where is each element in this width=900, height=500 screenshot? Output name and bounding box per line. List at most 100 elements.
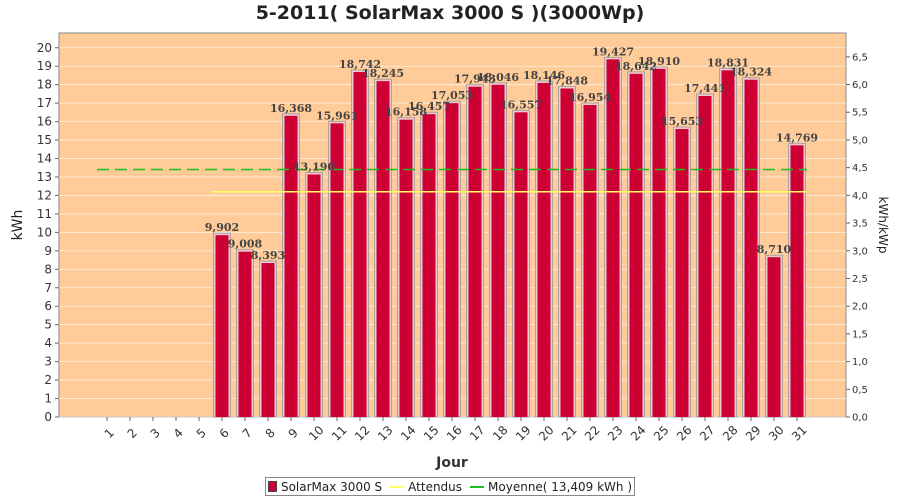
- y-tick-label: 0: [44, 410, 52, 424]
- y2-tick-label: 5,5: [852, 108, 868, 119]
- chart-title: 5-2011( SolarMax 3000 S )(3000Wp): [255, 2, 645, 24]
- bar: [698, 96, 712, 418]
- data-label: 18,324: [730, 66, 772, 79]
- x-tick-label: 18: [490, 423, 511, 444]
- x-tick-label: 14: [398, 423, 419, 444]
- x-tick-label: 6: [217, 426, 232, 441]
- data-label: 18,642: [615, 60, 657, 73]
- x-tick-label: 3: [148, 426, 163, 441]
- data-label: 8,393: [251, 249, 285, 262]
- x-tick-label: 23: [605, 423, 626, 444]
- y2-axis-label: kWh/kWp: [876, 197, 890, 254]
- y-axis-label: kWh: [10, 210, 26, 241]
- x-tick-label: 31: [789, 423, 810, 444]
- y2-tick-label: 1,0: [852, 357, 868, 368]
- bar: [790, 145, 804, 417]
- bar: [238, 251, 252, 417]
- data-label: 8,710: [757, 243, 792, 256]
- data-label: 9,008: [228, 238, 263, 251]
- data-label: 18,046: [477, 71, 519, 84]
- bar: [583, 105, 597, 417]
- x-tick-label: 29: [743, 423, 764, 444]
- y-tick-label: 9: [44, 244, 52, 258]
- y-tick-label: 3: [44, 355, 52, 369]
- y-tick-label: 17: [37, 96, 52, 110]
- bar: [514, 112, 528, 417]
- x-tick-label: 13: [375, 423, 396, 444]
- data-label: 18,910: [638, 55, 680, 68]
- bar: [376, 81, 390, 418]
- x-tick-label: 27: [697, 423, 718, 444]
- data-label: 16,557: [500, 98, 542, 111]
- y-tick-label: 13: [37, 170, 52, 184]
- legend-item-expected: Attendus: [390, 480, 462, 494]
- data-label: 15,653: [661, 115, 703, 128]
- data-label: 17,943: [454, 73, 496, 86]
- data-label: 17,848: [546, 74, 588, 87]
- x-tick-label: 2: [125, 426, 140, 441]
- x-tick-label: 30: [766, 423, 787, 444]
- data-label: 16,457: [408, 100, 450, 113]
- bar: [560, 88, 574, 417]
- y2-tick-label: 2,5: [852, 274, 868, 285]
- y2-tick-label: 6,0: [852, 80, 868, 91]
- y-tick-label: 8: [44, 262, 52, 276]
- y-tick-label: 1: [44, 392, 52, 406]
- x-tick-label: 26: [674, 423, 695, 444]
- x-tick-label: 12: [352, 423, 373, 444]
- x-tick-label: 8: [263, 426, 278, 441]
- y-tick-label: 2: [44, 373, 52, 387]
- y2-tick-label: 3,0: [852, 246, 868, 257]
- bar: [629, 73, 643, 417]
- y-tick-label: 14: [37, 152, 52, 166]
- x-tick-label: 11: [329, 423, 350, 444]
- data-label: 19,427: [592, 45, 634, 58]
- legend-item-average: Moyenne( 13,409 kWh ): [470, 480, 632, 494]
- y-tick-label: 4: [44, 336, 52, 350]
- bar: [353, 71, 367, 418]
- data-label: 17,053: [431, 89, 473, 102]
- y2-tick-label: 0,5: [852, 385, 868, 396]
- y-tick-label: 20: [37, 41, 52, 55]
- x-tick-label: 19: [513, 423, 534, 444]
- y2-tick-label: 5,0: [852, 135, 868, 146]
- bar: [445, 103, 459, 417]
- x-tick-label: 20: [536, 423, 557, 444]
- x-tick-label: 16: [444, 423, 465, 444]
- y-tick-label: 15: [37, 133, 52, 147]
- x-tick-label: 9: [286, 426, 301, 441]
- bar: [675, 129, 689, 417]
- bar: [422, 114, 436, 417]
- y-tick-label: 6: [44, 299, 52, 313]
- bar: [261, 263, 275, 417]
- y-tick-label: 11: [37, 207, 52, 221]
- bar: [468, 86, 482, 417]
- data-label: 16,954: [569, 91, 611, 104]
- bar: [744, 79, 758, 418]
- y-tick-label: 16: [37, 115, 52, 129]
- bar: [330, 123, 344, 417]
- x-tick-label: 10: [306, 423, 327, 444]
- legend-expected-swatch: [390, 485, 405, 488]
- bar: [721, 70, 735, 417]
- y-tick-label: 10: [37, 225, 52, 239]
- y2-tick-label: 4,5: [852, 163, 868, 174]
- legend-label-average: Moyenne( 13,409 kWh ): [488, 479, 633, 494]
- y-tick-label: 18: [37, 78, 52, 92]
- bar: [399, 119, 413, 418]
- bar: [767, 257, 781, 417]
- bar: [606, 59, 620, 418]
- x-tick-label: 22: [582, 423, 603, 444]
- y2-tick-label: 3,5: [852, 219, 868, 230]
- y2-tick-label: 1,5: [852, 329, 868, 340]
- bar: [215, 235, 229, 417]
- y2-tick-label: 4,0: [852, 191, 868, 202]
- x-tick-label: 15: [421, 423, 442, 444]
- bar: [537, 82, 551, 418]
- y-tick-label: 19: [37, 59, 52, 73]
- legend-bar-swatch: [267, 481, 277, 492]
- x-tick-label: 5: [194, 426, 209, 441]
- bar: [652, 68, 666, 418]
- legend-label-production: SolarMax 3000 S: [280, 479, 383, 494]
